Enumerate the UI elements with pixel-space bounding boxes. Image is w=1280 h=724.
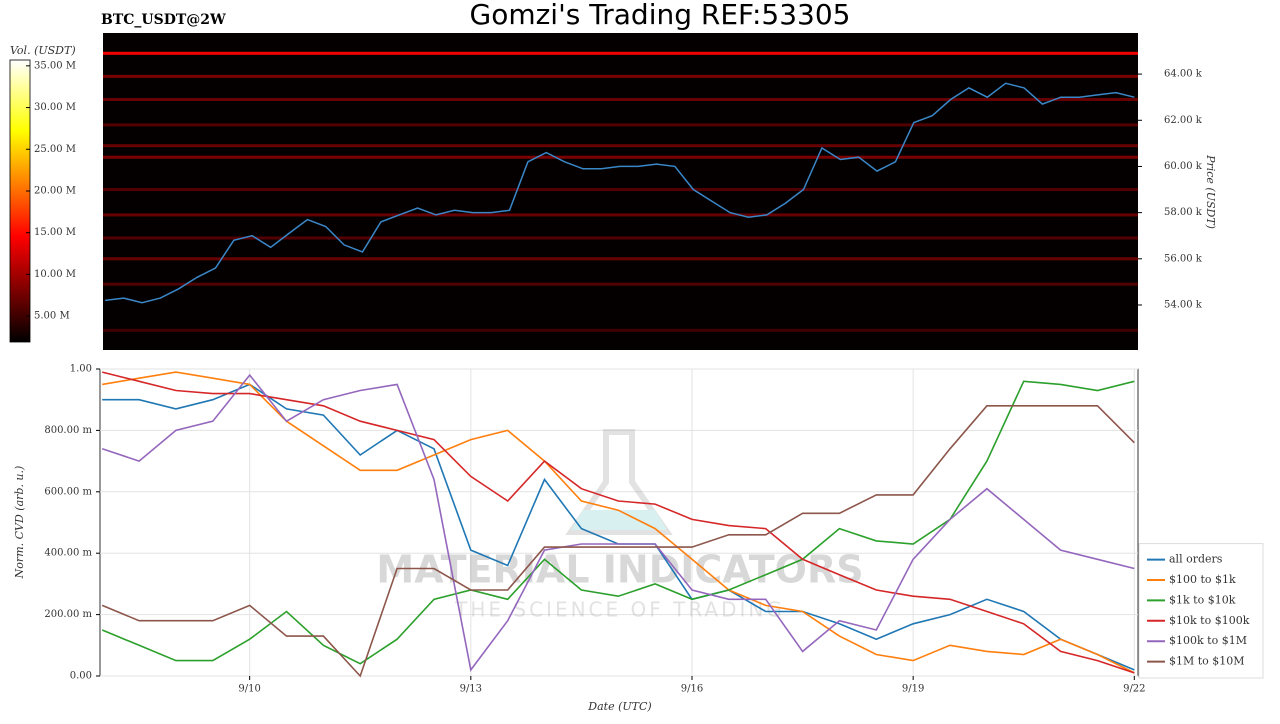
- liquidity-band: [103, 74, 1138, 78]
- legend-label: $100k to $1M: [1169, 634, 1247, 647]
- pair-label: BTC_USDT@2W: [101, 12, 226, 28]
- liquidity-band: [103, 144, 1138, 148]
- liquidity-band: [103, 282, 1138, 286]
- watermark-flask: [565, 429, 673, 535]
- liquidity-band: [103, 188, 1138, 192]
- liquidity-band: [103, 51, 1138, 55]
- cvd-line: [102, 371, 1135, 674]
- watermark-title: MATERIAL INDICATORS: [376, 548, 863, 592]
- y-tick-label: 62.00 k: [1164, 115, 1203, 126]
- x-tick-label: 9/16: [681, 684, 703, 695]
- liquidity-band: [103, 123, 1138, 127]
- x-tick-label: 9/19: [902, 684, 924, 695]
- liquidity-band: [103, 97, 1138, 101]
- legend-label: all orders: [1169, 553, 1223, 566]
- watermark: MATERIAL INDICATORS THE SCIENCE OF TRADI…: [376, 429, 864, 622]
- colorbar-tick-label: 15.00 M: [34, 227, 76, 238]
- y-tick-label: 0.00: [70, 671, 92, 682]
- y-axis-label: Norm. CVD (arb. u.): [13, 466, 26, 580]
- liquidity-band: [103, 257, 1138, 261]
- cvd-line: [101, 380, 1135, 665]
- colorbar-tick-label: 20.00 M: [34, 185, 76, 196]
- liquidity-band: [103, 328, 1138, 332]
- legend: all orders $100 to $1k $1k to $10k $10k to …: [1138, 543, 1264, 679]
- liquidity-band: [103, 155, 1138, 159]
- cvd-line: [102, 371, 1135, 674]
- y-tick-label: 56.00 k: [1164, 253, 1203, 264]
- y-tick-label: 64.00 k: [1164, 69, 1203, 80]
- y-tick-label: 60.00 k: [1164, 161, 1203, 172]
- y-tick-label: 54.00 k: [1164, 299, 1203, 310]
- y-tick-label: 1.00: [70, 364, 92, 375]
- x-axis-label: Date (UTC): [587, 700, 651, 713]
- liquidity-band: [103, 213, 1138, 217]
- colorbar-tick-label: 25.00 M: [34, 144, 76, 155]
- watermark-liquid: [571, 510, 667, 530]
- y-tick-label: 58.00 k: [1164, 207, 1203, 218]
- colorbar-tick-label: 10.00 M: [34, 269, 76, 280]
- colorbar-tick-label: 30.00 M: [34, 102, 76, 113]
- colorbar-tick-label: 5.00 M: [34, 311, 70, 322]
- price-axis-label: Price (USDT): [1204, 154, 1217, 229]
- watermark-subtitle: THE SCIENCE OF TRADING: [454, 598, 785, 622]
- x-tick-label: 9/13: [460, 684, 482, 695]
- colorbar: [9, 59, 31, 343]
- y-tick-label: 600.00 m: [44, 486, 92, 497]
- cvd-line: [101, 373, 1135, 672]
- legend-label: $100 to $1k: [1169, 573, 1236, 586]
- colorbar-tick-label: 35.00 M: [34, 60, 76, 71]
- x-tick-label: 9/22: [1123, 684, 1145, 695]
- price-line: [105, 82, 1135, 304]
- y-tick-label: 400.00 m: [44, 548, 92, 559]
- legend-label: $10k to $100k: [1169, 614, 1250, 627]
- legend-label: $1M to $10M: [1169, 655, 1245, 668]
- heatmap-background: [103, 33, 1138, 350]
- y-tick-label: 800.00 m: [44, 425, 92, 436]
- y-tick-label: 200.00 m: [44, 609, 92, 620]
- chart-title: Gomzi's Trading REF:53305: [470, 0, 851, 31]
- legend-box: [1138, 543, 1264, 679]
- legend-label: $1k to $10k: [1169, 593, 1236, 606]
- colorbar-label: Vol. (USDT): [10, 44, 76, 57]
- cvd-line: [101, 405, 1135, 678]
- x-tick-label: 9/10: [238, 684, 260, 695]
- liquidity-band: [103, 236, 1138, 240]
